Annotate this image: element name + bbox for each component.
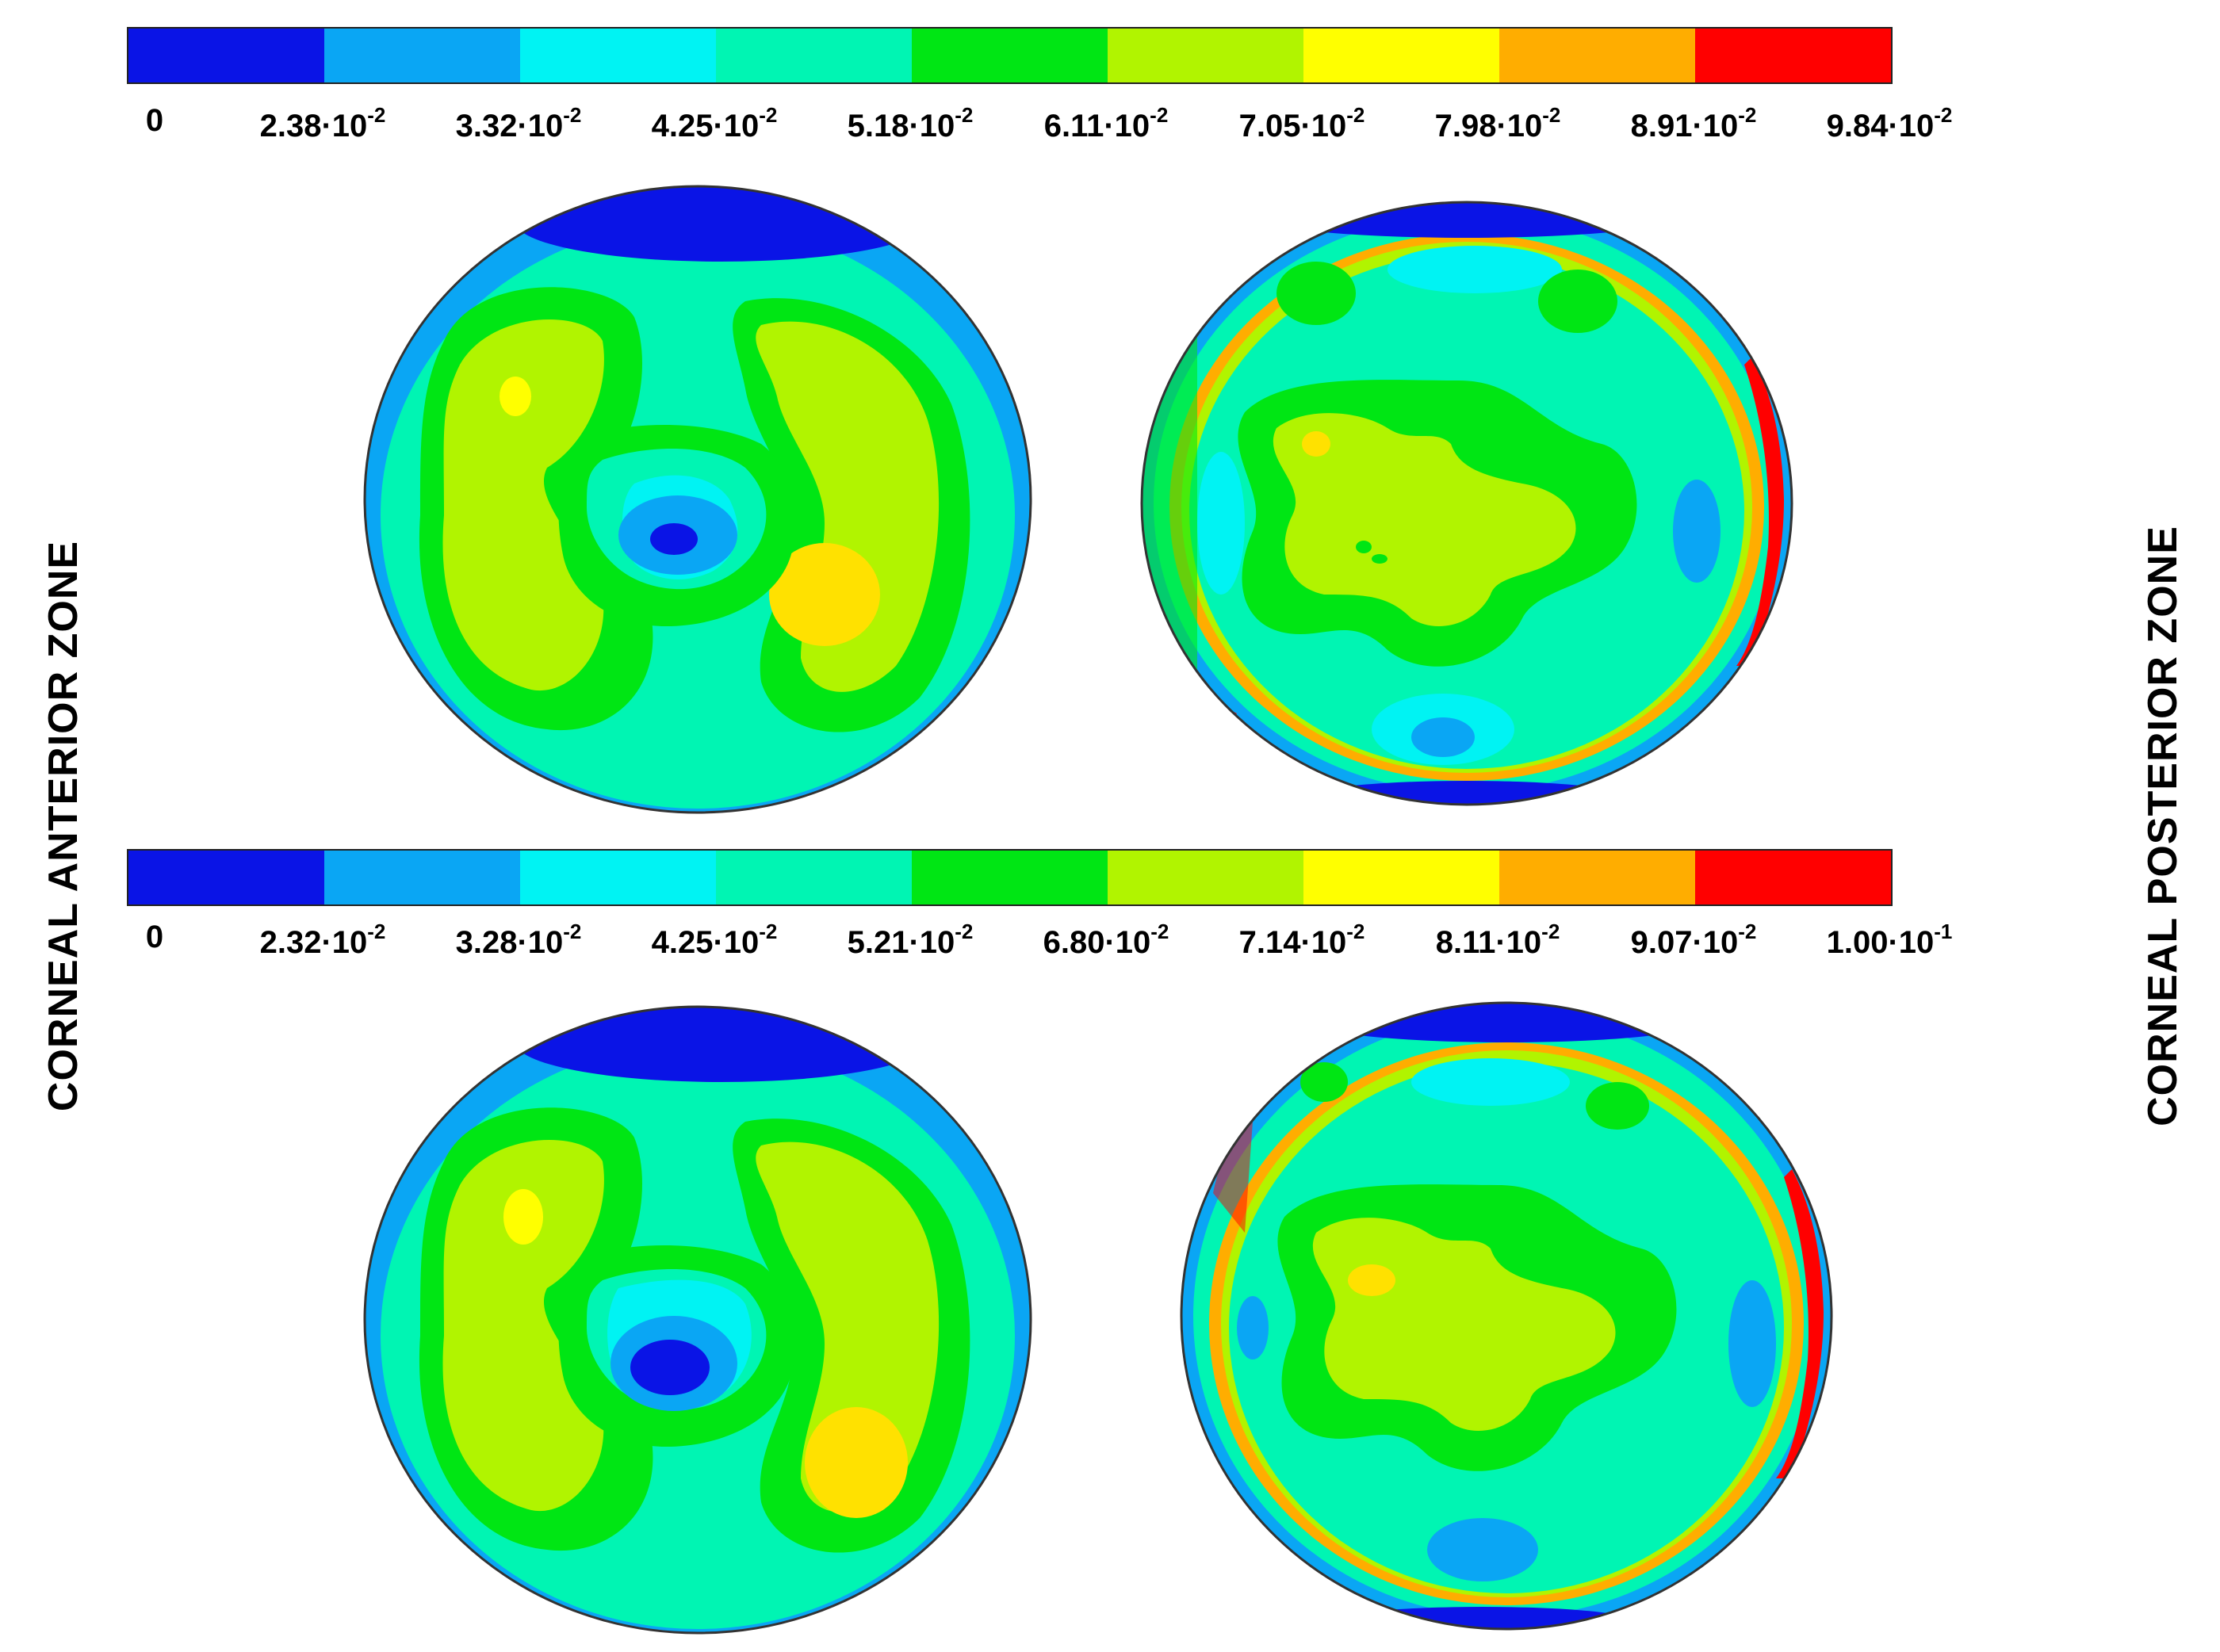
- bottom-posterior-contour-plot: [1180, 1001, 1833, 1631]
- bottom-colorbar-swatch-5: [1108, 851, 1303, 904]
- top-colorbar-tick-3: 4.25·10-2: [652, 103, 778, 144]
- top-colorbar-tick-8: 8.91·10-2: [1631, 103, 1757, 144]
- top-posterior-contour-plot: [1140, 201, 1793, 806]
- top-colorbar-ticks: 0 2.38·10-2 3.32·10-2 4.25·10-2 5.18·10-2 6.1…: [0, 103, 2220, 159]
- bottom-colorbar-tick-value-8: 9.07·10: [1630, 925, 1739, 960]
- bottom-colorbar-swatch-8: [1695, 851, 1891, 904]
- bottom-colorbar-tick-1: 2.32·10-2: [260, 920, 386, 961]
- bottom-colorbar-tick-6: 7.14·10-2: [1239, 920, 1365, 961]
- top-colorbar-tick-exponent-3: -2: [759, 103, 778, 127]
- bottom-colorbar-tick-value-1: 2.32·10: [259, 925, 368, 960]
- top-colorbar-tick-value-8: 8.91·10: [1630, 109, 1739, 143]
- bottom-colorbar-tick-value-2: 3.28·10: [455, 925, 564, 960]
- bottom-colorbar-swatch-6: [1303, 851, 1499, 904]
- bottom-colorbar-tick-3: 4.25·10-2: [652, 920, 778, 961]
- top-colorbar-tick-1: 2.38·10-2: [260, 103, 386, 144]
- top-colorbar-swatch-0: [128, 29, 324, 82]
- bottom-colorbar-tick-value-9: 1.00·10: [1826, 925, 1935, 960]
- top-colorbar-tick-value-6: 7.05·10: [1238, 109, 1347, 143]
- top-colorbar-tick-4: 5.18·10-2: [848, 103, 974, 144]
- bottom-colorbar-tick-exponent-6: -2: [1346, 920, 1365, 943]
- top-colorbar-tick-exponent-7: -2: [1542, 103, 1561, 127]
- top-colorbar-tick-exponent-8: -2: [1738, 103, 1757, 127]
- bottom-colorbar-tick-value-6: 7.14·10: [1238, 925, 1347, 960]
- top-colorbar-tick-0: 0: [146, 103, 163, 139]
- top-colorbar-tick-exponent-1: -2: [367, 103, 386, 127]
- bottom-colorbar-tick-2: 3.28·10-2: [456, 920, 582, 961]
- top-colorbar-tick-6: 7.05·10-2: [1239, 103, 1365, 144]
- top-colorbar-tick-exponent-9: -2: [1934, 103, 1953, 127]
- top-colorbar: [127, 27, 1893, 84]
- bottom-colorbar-tick-4: 5.21·10-2: [848, 920, 974, 961]
- bottom-colorbar-ticks: 0 2.32·10-2 3.28·10-2 4.25·10-2 5.21·10-2 6.8…: [0, 920, 2220, 975]
- bottom-colorbar-swatch-4: [912, 851, 1108, 904]
- top-anterior-contour-plot: [363, 185, 1032, 814]
- bottom-colorbar-tick-value-7: 8.11·10: [1435, 925, 1542, 960]
- bottom-colorbar-tick-5: 6.80·10-2: [1043, 920, 1169, 961]
- top-colorbar-tick-value-5: 6.11·10: [1043, 109, 1150, 143]
- top-colorbar-swatch-1: [324, 29, 520, 82]
- bottom-colorbar-tick-exponent-4: -2: [955, 920, 974, 943]
- top-colorbar-tick-value-9: 9.84·10: [1826, 109, 1935, 143]
- bottom-colorbar-tick-0: 0: [146, 920, 163, 955]
- bottom-colorbar-tick-value-4: 5.21·10: [847, 925, 955, 960]
- bottom-colorbar-swatch-0: [128, 851, 324, 904]
- top-colorbar-swatch-3: [716, 29, 912, 82]
- top-colorbar-tick-value-1: 2.38·10: [259, 109, 368, 143]
- top-colorbar-tick-value-7: 7.98·10: [1434, 109, 1543, 143]
- bottom-colorbar-tick-exponent-2: -2: [563, 920, 582, 943]
- posterior-zone-label: CORNEAL POSTERIOR ZONE: [2140, 526, 2186, 1126]
- top-colorbar-tick-5: 6.11·10-2: [1044, 103, 1169, 144]
- top-colorbar-tick-value-4: 5.18·10: [847, 109, 955, 143]
- bottom-colorbar-tick-exponent-3: -2: [759, 920, 778, 943]
- top-colorbar-tick-value-0: 0: [145, 103, 164, 138]
- bottom-colorbar-swatch-7: [1499, 851, 1695, 904]
- top-colorbar-tick-2: 3.32·10-2: [456, 103, 582, 144]
- bottom-colorbar-tick-7: 8.11·10-2: [1436, 920, 1560, 961]
- bottom-colorbar-swatch-2: [520, 851, 716, 904]
- bottom-colorbar-tick-value-3: 4.25·10: [651, 925, 760, 960]
- bottom-anterior-contour-plot: [363, 1005, 1032, 1635]
- top-colorbar-swatch-8: [1695, 29, 1891, 82]
- bottom-colorbar-tick-value-5: 6.80·10: [1043, 925, 1151, 960]
- bottom-colorbar-tick-exponent-7: -2: [1541, 920, 1560, 943]
- bottom-colorbar-tick-value-0: 0: [145, 920, 164, 954]
- bottom-colorbar-tick-9: 1.00·10-1: [1827, 920, 1953, 961]
- bottom-colorbar-swatch-1: [324, 851, 520, 904]
- anterior-zone-label: CORNEAL ANTERIOR ZONE: [40, 540, 86, 1112]
- top-colorbar-tick-exponent-5: -2: [1150, 103, 1169, 127]
- bottom-colorbar-tick-exponent-1: -2: [367, 920, 386, 943]
- top-colorbar-swatch-4: [912, 29, 1108, 82]
- top-colorbar-tick-exponent-2: -2: [563, 103, 582, 127]
- top-colorbar-tick-value-3: 4.25·10: [651, 109, 760, 143]
- top-colorbar-tick-exponent-6: -2: [1346, 103, 1365, 127]
- bottom-colorbar: [127, 849, 1893, 906]
- bottom-colorbar-tick-exponent-8: -2: [1738, 920, 1757, 943]
- top-colorbar-tick-exponent-4: -2: [955, 103, 974, 127]
- bottom-colorbar-tick-exponent-9: -1: [1934, 920, 1953, 943]
- bottom-colorbar-tick-8: 9.07·10-2: [1631, 920, 1757, 961]
- top-colorbar-swatch-5: [1108, 29, 1303, 82]
- top-colorbar-swatch-7: [1499, 29, 1695, 82]
- top-colorbar-tick-value-2: 3.32·10: [455, 109, 564, 143]
- bottom-colorbar-swatch-3: [716, 851, 912, 904]
- top-colorbar-swatch-2: [520, 29, 716, 82]
- top-colorbar-tick-9: 9.84·10-2: [1827, 103, 1953, 144]
- bottom-colorbar-tick-exponent-5: -2: [1150, 920, 1169, 943]
- top-colorbar-tick-7: 7.98·10-2: [1435, 103, 1561, 144]
- top-colorbar-swatch-6: [1303, 29, 1499, 82]
